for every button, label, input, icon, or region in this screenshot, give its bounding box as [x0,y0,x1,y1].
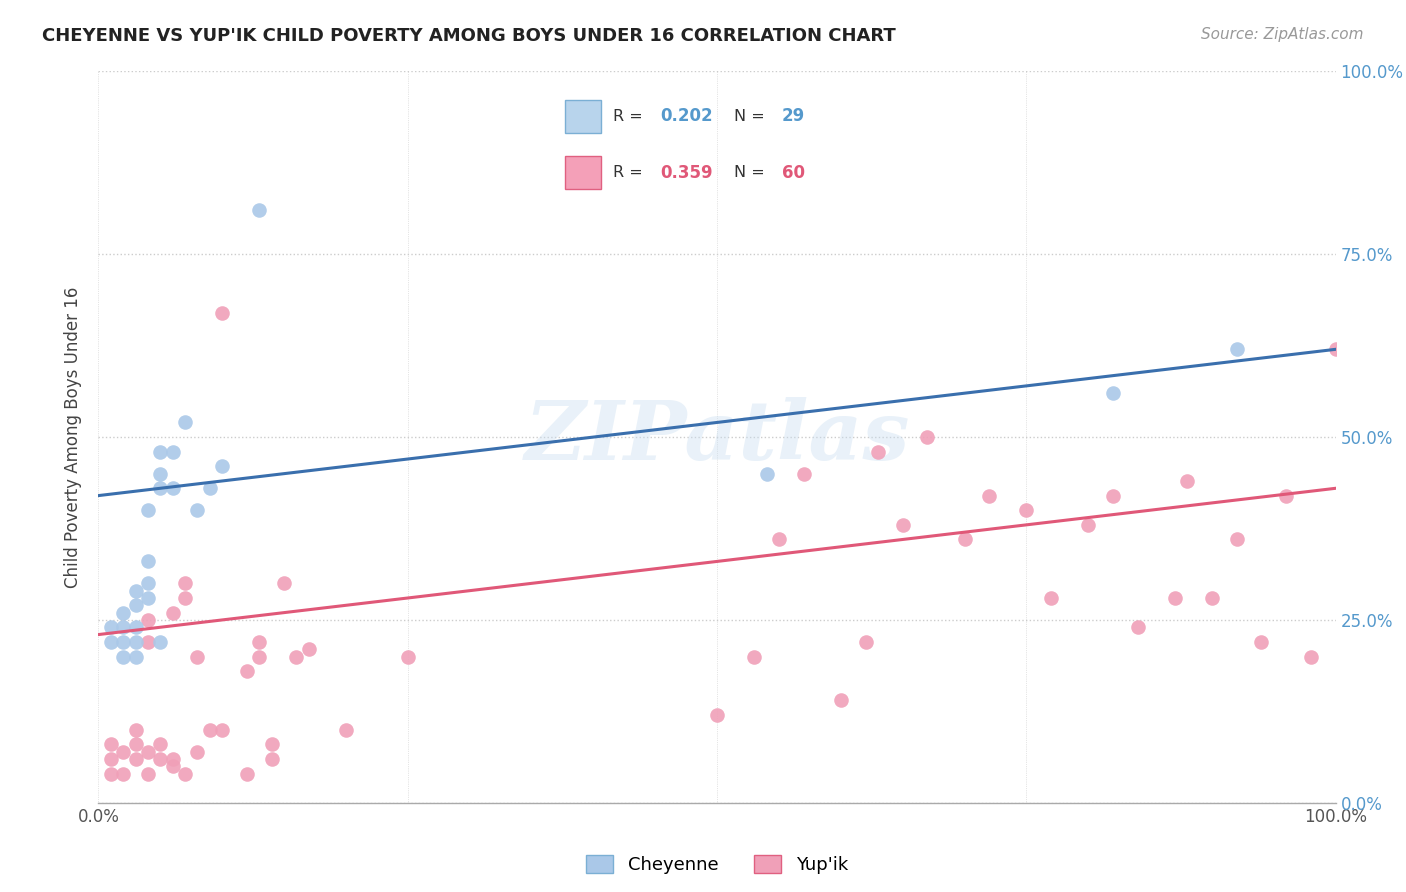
Point [335,723,357,737]
Point [1175,474,1198,488]
Point [112,649,135,664]
Point [1299,649,1322,664]
Point [149,481,172,495]
Point [136,503,159,517]
Point [198,723,221,737]
Point [124,620,146,634]
Point [174,766,197,780]
Point [953,533,976,547]
Text: CHEYENNE VS YUP'IK CHILD POVERTY AMONG BOYS UNDER 16 CORRELATION CHART: CHEYENNE VS YUP'IK CHILD POVERTY AMONG B… [42,27,896,45]
Point [112,635,135,649]
Text: Source: ZipAtlas.com: Source: ZipAtlas.com [1201,27,1364,42]
Point [174,416,197,430]
Point [247,649,270,664]
Point [793,467,815,481]
Point [866,444,889,458]
Point [1077,517,1099,532]
Point [1015,503,1038,517]
Point [285,649,308,664]
Point [1226,533,1249,547]
Point [211,459,233,474]
Point [136,576,159,591]
Point [174,576,197,591]
Point [1040,591,1063,605]
Point [162,481,184,495]
Point [186,503,208,517]
Point [1275,489,1298,503]
Point [136,635,159,649]
Point [273,576,295,591]
Point [236,664,259,678]
Point [236,766,259,780]
Point [136,613,159,627]
Point [149,737,172,751]
Point [1102,386,1125,401]
Point [396,649,419,664]
Point [755,467,778,481]
Point [706,708,728,723]
Point [211,723,233,737]
Point [247,203,270,218]
Point [124,752,146,766]
Point [112,606,135,620]
Point [162,606,184,620]
Y-axis label: Child Poverty Among Boys Under 16: Child Poverty Among Boys Under 16 [65,286,83,588]
Point [112,766,135,780]
Point [162,759,184,773]
Point [136,766,159,780]
Point [112,620,135,634]
Point [124,583,146,598]
Point [891,517,914,532]
Legend: Cheyenne, Yup'ik: Cheyenne, Yup'ik [579,847,855,881]
Point [260,737,283,751]
Point [186,649,208,664]
Point [1226,343,1249,357]
Point [162,752,184,766]
Point [742,649,765,664]
Point [149,467,172,481]
Point [124,737,146,751]
Point [162,444,184,458]
Point [124,599,146,613]
Point [124,649,146,664]
Point [174,591,197,605]
Point [298,642,321,657]
Point [149,444,172,458]
Point [1324,343,1347,357]
Point [100,752,122,766]
Point [247,635,270,649]
Point [1102,489,1125,503]
Text: ZIPatlas: ZIPatlas [524,397,910,477]
Point [100,766,122,780]
Point [136,745,159,759]
Point [917,430,939,444]
Point [768,533,790,547]
Point [136,591,159,605]
Point [186,745,208,759]
Point [1201,591,1223,605]
Point [100,635,122,649]
Point [1164,591,1187,605]
Point [112,745,135,759]
Point [198,481,221,495]
Point [1250,635,1272,649]
Point [260,752,283,766]
Point [100,737,122,751]
Point [136,554,159,568]
Point [830,693,852,707]
Point [1126,620,1149,634]
Point [124,723,146,737]
Point [979,489,1001,503]
Point [124,635,146,649]
Point [855,635,877,649]
Point [149,752,172,766]
Point [211,306,233,320]
Point [149,635,172,649]
Point [100,620,122,634]
